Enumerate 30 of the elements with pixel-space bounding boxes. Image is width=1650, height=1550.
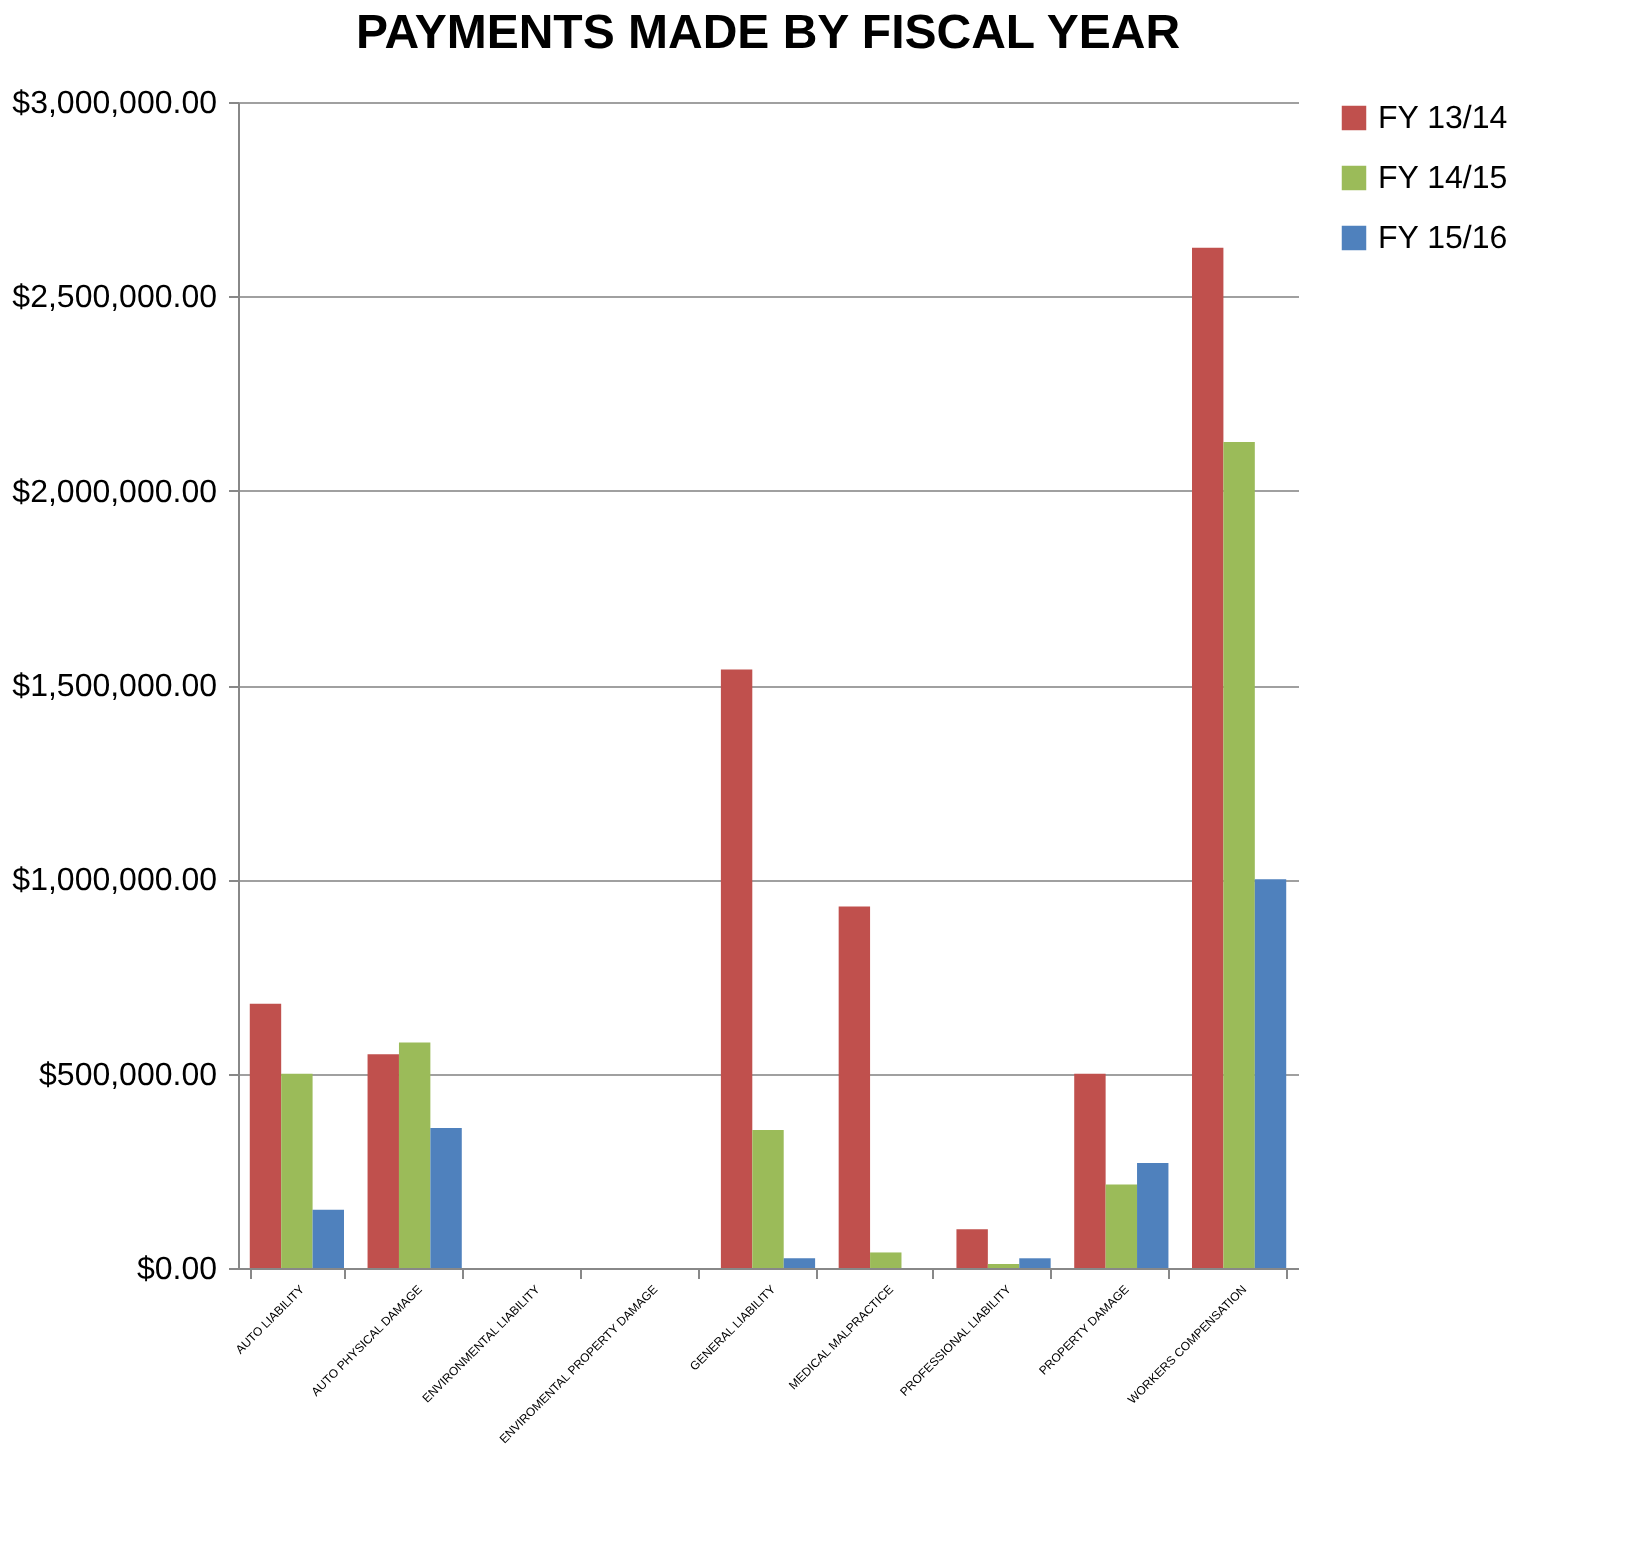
y-tick-label: $2,000,000.00 [12, 475, 218, 510]
bar [870, 1252, 902, 1268]
bar [720, 669, 753, 1268]
legend-label: FY 15/16 [1378, 222, 1508, 256]
bar [1137, 1163, 1169, 1268]
bar [783, 1258, 816, 1268]
bar [1192, 247, 1224, 1268]
y-tick-label: $3,000,000.00 [12, 87, 218, 121]
bar [1019, 1258, 1051, 1268]
y-tick-label: $1,000,000.00 [12, 864, 218, 899]
y-tick-label: $500,000.00 [39, 1058, 218, 1093]
bar [367, 1054, 399, 1268]
bar [838, 906, 871, 1268]
bar [249, 1003, 282, 1268]
bar [956, 1229, 988, 1268]
bar [398, 1042, 431, 1268]
bar [312, 1209, 344, 1268]
y-tick-label: $1,500,000.00 [12, 670, 218, 704]
chart-title: PAYMENTS MADE BY FISCAL YEAR [355, 6, 1181, 60]
bar [1223, 442, 1255, 1268]
y-tick-label: $2,500,000.00 [12, 281, 218, 316]
bar [281, 1073, 313, 1268]
bar [752, 1130, 784, 1268]
legend-label: FY 13/14 [1378, 102, 1508, 136]
bar [1105, 1184, 1138, 1268]
bar [1074, 1073, 1106, 1268]
legend-label: FY 14/15 [1378, 162, 1508, 196]
bar [430, 1128, 462, 1268]
y-tick-label: $0.00 [136, 1253, 218, 1287]
bar [1254, 879, 1287, 1268]
